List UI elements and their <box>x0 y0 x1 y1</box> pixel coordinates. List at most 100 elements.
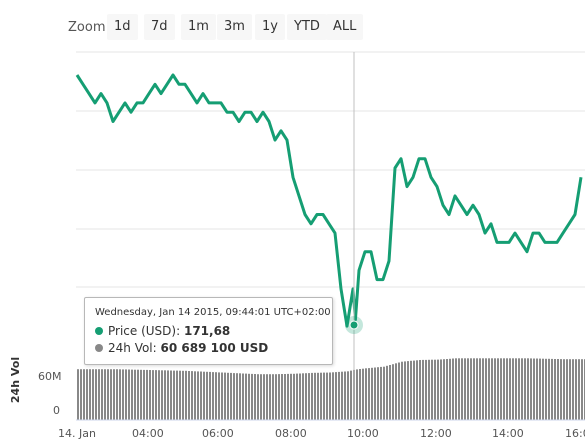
zoom-button-ytd[interactable]: YTD <box>287 14 327 40</box>
volume-bar-162 <box>563 359 565 420</box>
volume-bar-136 <box>485 358 487 420</box>
volume-bar-87 <box>338 371 340 420</box>
volume-bar-158 <box>551 358 553 420</box>
volume-bar-29 <box>164 370 166 420</box>
volume-bar-154 <box>539 358 541 420</box>
volume-bars <box>77 358 585 421</box>
volume-bar-75 <box>302 373 304 420</box>
volume-bar-50 <box>227 372 229 420</box>
volume-bar-132 <box>473 358 475 420</box>
volume-bar-147 <box>518 358 520 420</box>
volume-bar-101 <box>380 366 382 420</box>
zoom-button-3m[interactable]: 3m <box>217 14 252 40</box>
volume-bar-118 <box>431 359 433 420</box>
volume-bar-115 <box>422 359 424 420</box>
volume-bar-165 <box>572 359 574 420</box>
volume-bar-16 <box>125 369 127 420</box>
volume-bar-66 <box>275 374 277 420</box>
volume-bar-148 <box>521 358 523 420</box>
volume-bar-33 <box>176 370 178 420</box>
volume-bar-167 <box>578 359 580 420</box>
x-tick-label-2: 06:00 <box>202 427 234 440</box>
zoom-button-1y[interactable]: 1y <box>255 14 285 40</box>
volume-bar-47 <box>218 372 220 420</box>
volume-bar-161 <box>560 359 562 420</box>
tooltip-date: Wednesday, Jan 14 2015, 09:44:01 UTC+02:… <box>95 307 331 318</box>
volume-bar-127 <box>458 358 460 420</box>
volume-bar-90 <box>347 371 349 421</box>
volume-bar-57 <box>248 373 250 421</box>
volume-bar-157 <box>548 358 550 420</box>
volume-bar-19 <box>134 369 136 420</box>
volume-bar-51 <box>230 372 232 420</box>
volume-bar-64 <box>269 374 271 420</box>
volume-bar-44 <box>209 371 211 420</box>
volume-bar-28 <box>161 370 163 420</box>
tooltip-volume-label: 24h Vol: <box>108 341 157 355</box>
tooltip-price-row: Price (USD): 171,68 <box>95 324 230 338</box>
volume-bar-153 <box>536 358 538 420</box>
volume-bar-121 <box>440 359 442 420</box>
range-selector: Zoom 1d 7d 1m 3m 1y YTD ALL <box>0 0 585 50</box>
tooltip-price-label: Price (USD): <box>108 324 181 338</box>
volume-bar-80 <box>317 372 319 420</box>
volume-bar-40 <box>197 371 199 420</box>
volume-bar-91 <box>350 370 352 420</box>
zoom-button-1m[interactable]: 1m <box>181 14 216 40</box>
volume-bar-60 <box>257 374 259 420</box>
volume-bar-97 <box>368 368 370 420</box>
x-tick-label-6: 14:00 <box>492 427 524 440</box>
volume-bar-109 <box>404 361 406 420</box>
volume-bar-23 <box>146 369 148 420</box>
volume-bar-126 <box>455 358 457 420</box>
volume-bar-69 <box>284 374 286 420</box>
volume-bar-163 <box>566 359 568 420</box>
volume-bar-17 <box>128 369 130 420</box>
volume-bar-150 <box>527 358 529 420</box>
x-tick-label-3: 08:00 <box>275 427 307 440</box>
volume-bar-104 <box>389 365 391 420</box>
volume-bar-46 <box>215 372 217 420</box>
volume-bar-38 <box>191 371 193 420</box>
zoom-button-1d[interactable]: 1d <box>107 14 138 40</box>
zoom-label: Zoom <box>68 20 106 35</box>
volume-bar-86 <box>335 372 337 420</box>
volume-bar-0 <box>77 369 79 420</box>
volume-bar-48 <box>221 372 223 420</box>
volume-bar-26 <box>155 370 157 420</box>
volume-bar-140 <box>497 358 499 420</box>
tooltip-price-value: 171,68 <box>183 324 231 338</box>
volume-bar-102 <box>383 366 385 420</box>
volume-bar-43 <box>206 371 208 420</box>
volume-bar-73 <box>296 373 298 420</box>
volume-bar-99 <box>374 367 376 420</box>
volume-bar-143 <box>506 358 508 420</box>
zoom-button-all[interactable]: ALL <box>326 14 364 40</box>
volume-bar-95 <box>362 368 364 420</box>
volume-bar-159 <box>554 359 556 420</box>
volume-bar-93 <box>356 369 358 420</box>
volume-bar-49 <box>224 372 226 420</box>
volume-bar-133 <box>476 358 478 420</box>
volume-bar-59 <box>254 374 256 420</box>
volume-tick-0: 0 <box>53 404 60 417</box>
zoom-button-7d[interactable]: 7d <box>144 14 175 40</box>
volume-bar-8 <box>101 369 103 420</box>
volume-bar-6 <box>95 369 97 420</box>
x-tick-label-1: 04:00 <box>132 427 164 440</box>
volume-bar-42 <box>203 371 205 420</box>
tooltip-volume-value: 60 689 100 USD <box>160 341 269 355</box>
volume-bar-112 <box>413 360 415 420</box>
volume-bar-138 <box>491 358 493 420</box>
volume-bar-41 <box>200 371 202 420</box>
volume-bar-108 <box>401 361 403 420</box>
volume-bar-5 <box>92 369 94 420</box>
volume-bar-151 <box>530 358 532 420</box>
volume-bar-78 <box>311 372 313 420</box>
volume-bar-144 <box>509 358 511 420</box>
x-axis-ticks: 14. Jan 04:00 06:00 08:00 10:00 12:00 14:00 16:… <box>58 427 585 440</box>
volume-bar-62 <box>263 374 265 420</box>
volume-bar-65 <box>272 374 274 420</box>
volume-bar-84 <box>329 372 331 420</box>
